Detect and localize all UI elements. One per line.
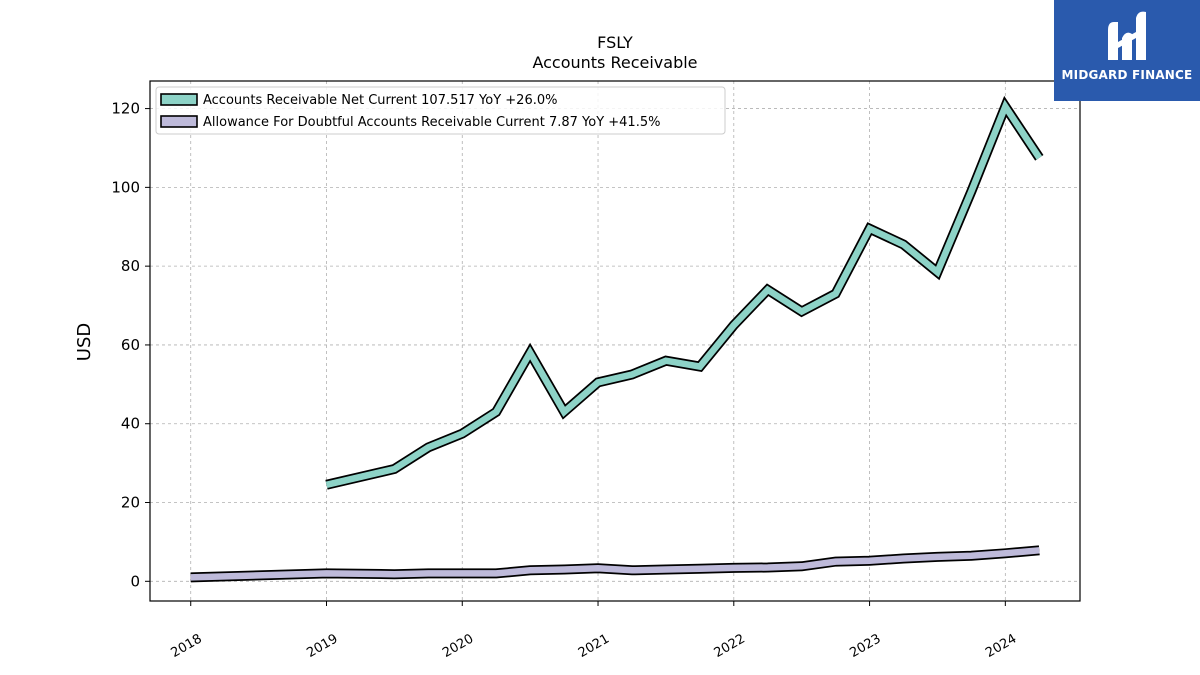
x-tick-label: 2021	[576, 631, 612, 661]
y-tick-label: 80	[121, 257, 140, 275]
y-tick-label: 120	[111, 100, 140, 118]
series-1-outline	[325, 95, 1044, 490]
grid	[150, 81, 1080, 601]
legend-box	[155, 86, 726, 135]
series-2-line	[190, 547, 1040, 581]
chart-title: FSLY	[597, 33, 633, 52]
chart-subtitle: Accounts Receivable	[532, 53, 697, 72]
x-tick-label: 2018	[169, 631, 205, 661]
y-tick-label: 100	[111, 178, 140, 196]
x-tick-label: 2022	[712, 631, 748, 661]
y-axis-label: USD	[74, 323, 95, 361]
logo-mark-icon	[1108, 11, 1146, 61]
y-tick-label: 0	[130, 572, 140, 590]
plot-area	[149, 80, 1081, 602]
y-tick-label: 20	[121, 494, 140, 512]
series-1-line	[325, 99, 1043, 488]
y-tick-label: 60	[121, 336, 140, 354]
midgard-finance-logo: MIDGARD FINANCE	[1054, 0, 1200, 101]
x-tick-label: 2019	[304, 631, 340, 661]
legend-label-2: Allowance For Doubtful Accounts Receivab…	[203, 115, 660, 130]
x-tick-label: 2020	[440, 631, 476, 661]
legend-swatch-2	[160, 115, 198, 128]
y-tick-label: 40	[121, 415, 140, 433]
series-layer	[190, 95, 1044, 583]
legend: Accounts Receivable Net Current 107.517 …	[155, 86, 726, 135]
x-tick-label: 2024	[983, 631, 1019, 661]
legend-label-1: Accounts Receivable Net Current 107.517 …	[203, 93, 558, 108]
legend-swatch-1	[160, 93, 198, 106]
logo-text: MIDGARD FINANCE	[1061, 68, 1193, 82]
x-tick-label: 2023	[847, 631, 883, 661]
